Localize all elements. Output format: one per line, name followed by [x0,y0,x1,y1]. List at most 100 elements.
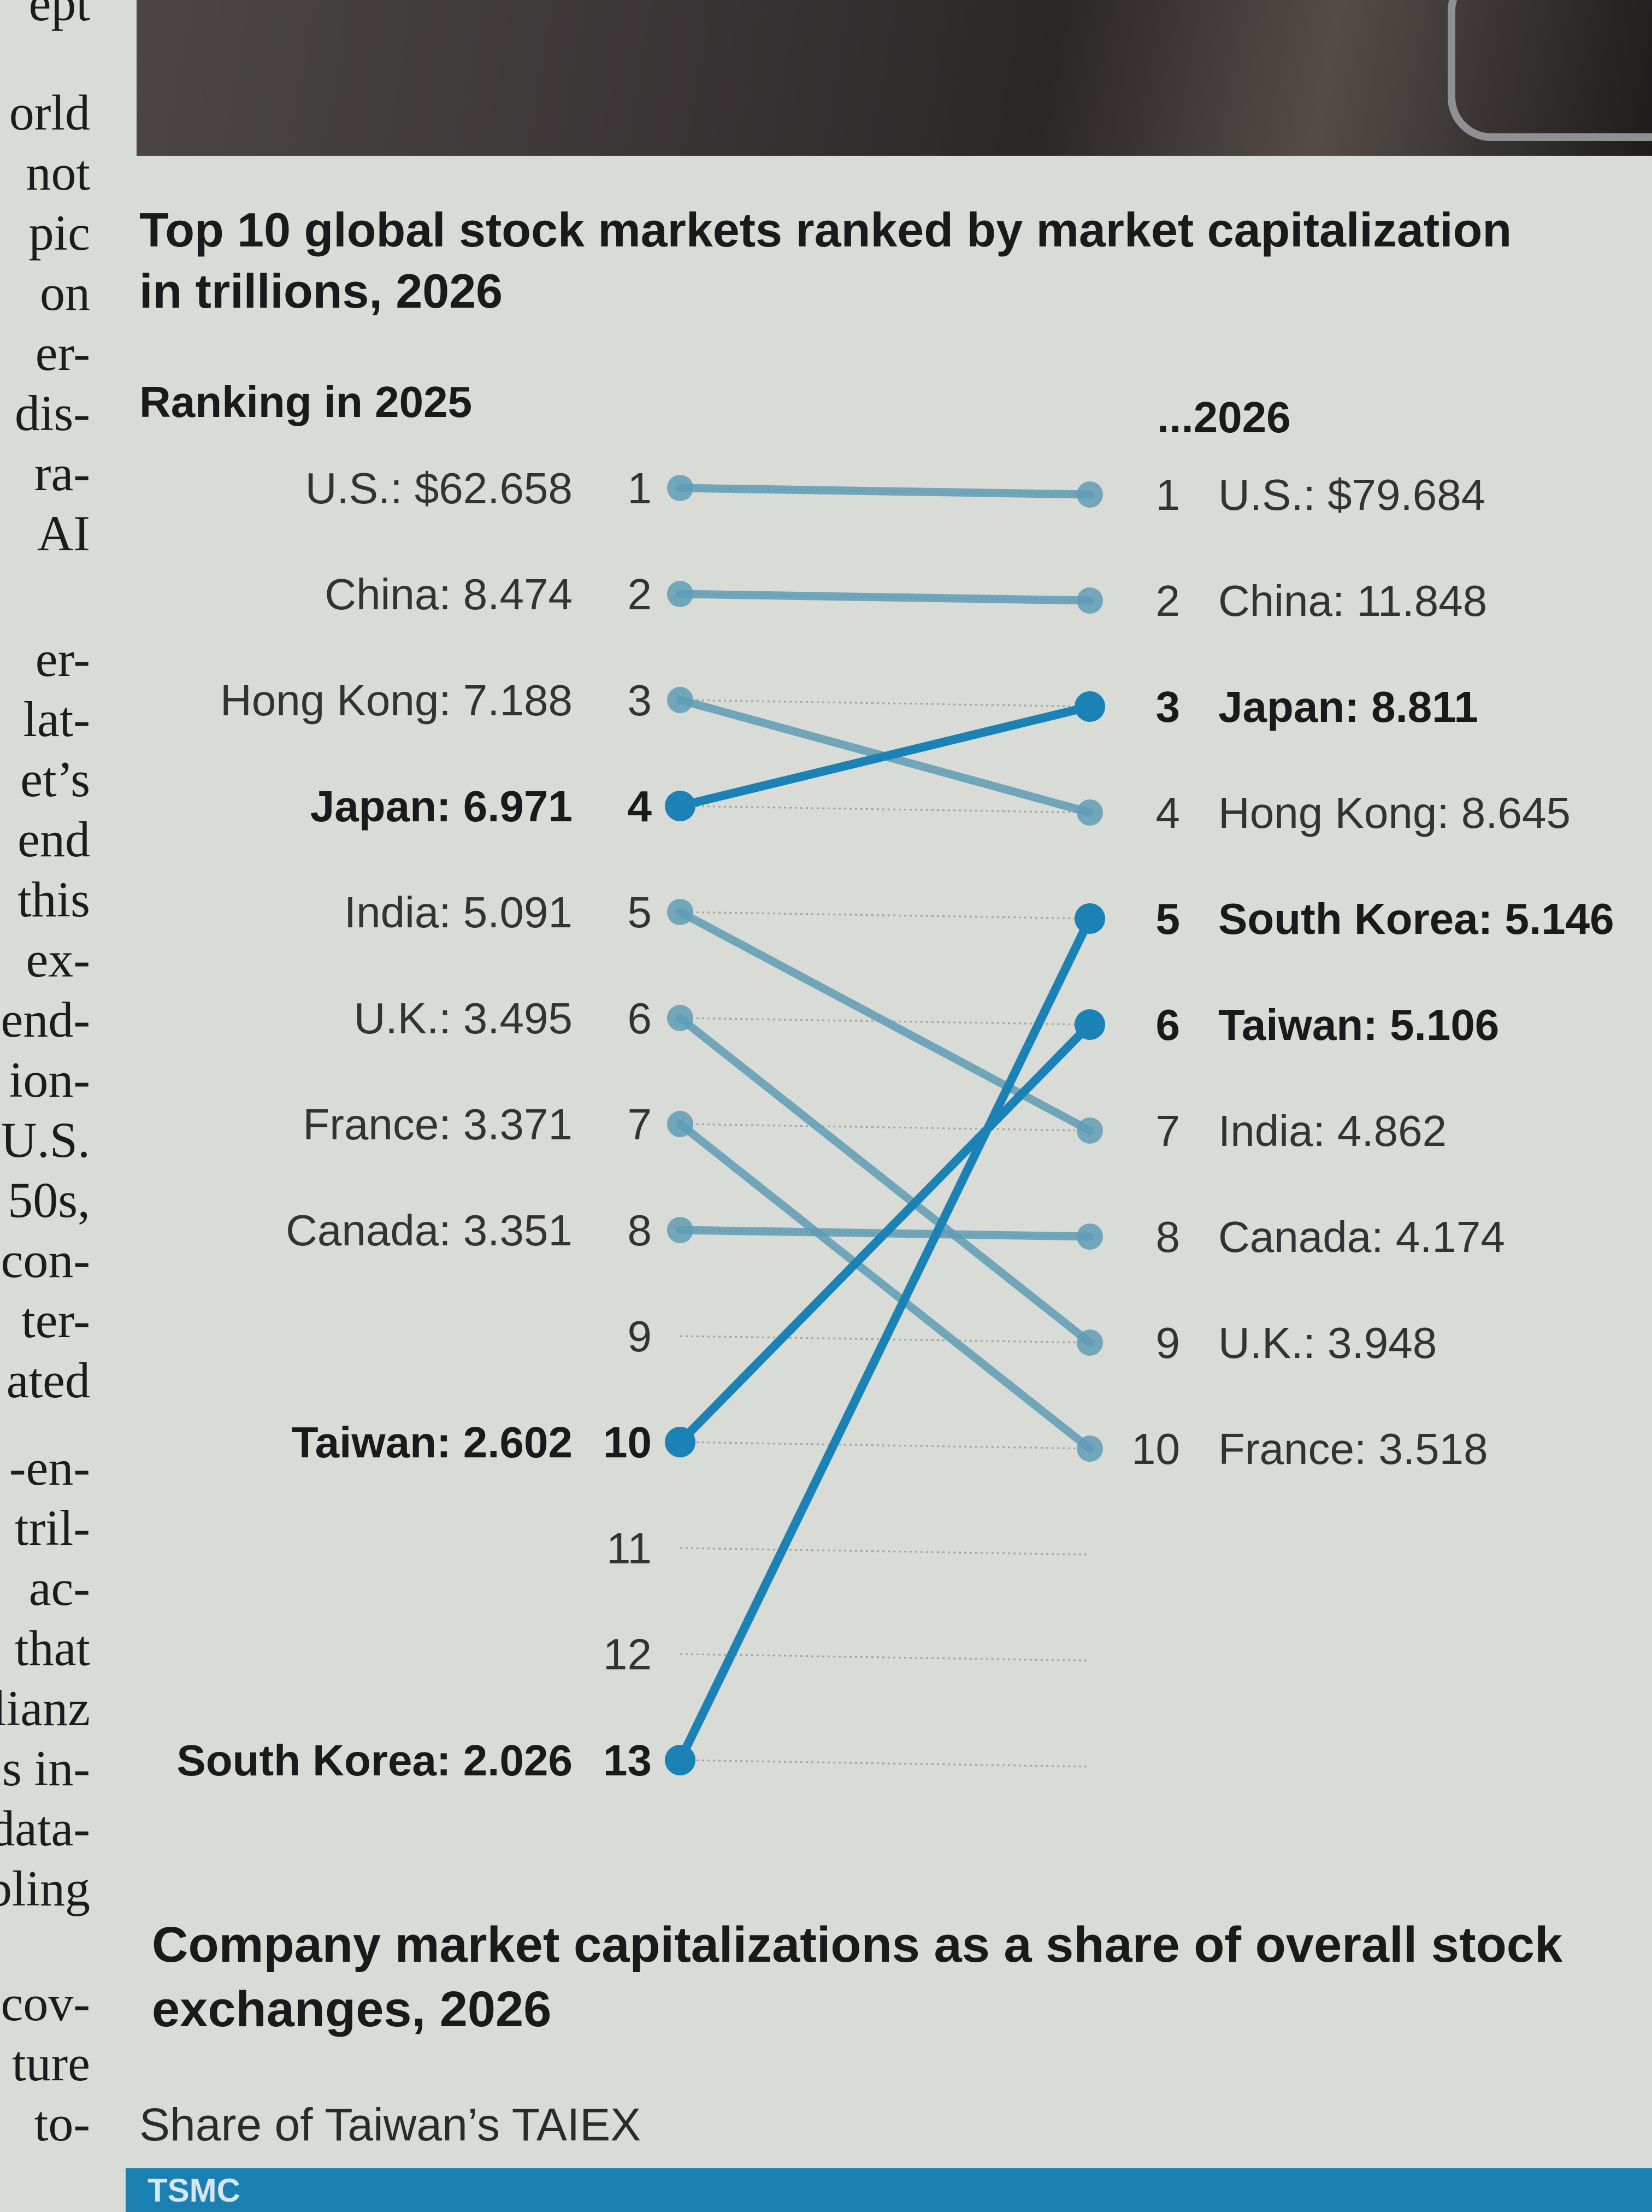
second-chart-title: Company market capitalizations as a shar… [152,1917,1563,2037]
article-text-line: ra- [34,445,90,501]
rank-label-2026: 1 [1156,470,1181,519]
rank-label-2026: 7 [1156,1107,1181,1155]
article-column-fragment: ept orld not pic on er-dis-ra- AI er-lat-et’s en… [0,0,104,2203]
label-2025: U.K.: 3.495 [354,994,573,1043]
rank-label-2025: 1 [628,464,652,513]
label-2026: U.K.: 3.948 [1218,1319,1437,1367]
label-2025: India: 5.091 [344,888,573,937]
rank-label-2025: 10 [603,1418,652,1467]
series-line-india [676,908,1094,1135]
article-text-line: orld [9,85,90,140]
article-text-line: ept [28,0,90,31]
label-2026: U.S.: $79.684 [1218,470,1485,519]
bar-label: TSMC [148,2172,240,2209]
point-2025 [667,1217,693,1243]
series-line-china [676,590,1094,605]
rank-guide-line [680,1441,1090,1450]
rank-label-2025: 13 [603,1736,652,1785]
rank-guide-line [680,1653,1090,1662]
point-2025 [667,1005,693,1031]
label-2025: South Korea: 2.026 [176,1736,573,1785]
article-text-line: on [40,265,90,321]
label-2025: Canada: 3.351 [286,1206,573,1255]
point-2025 [667,581,693,607]
rank-label-2026: 5 [1156,895,1181,943]
article-text-line: U.S. [1,1112,90,1168]
point-2025 [665,791,695,821]
label-2026: Taiwan: 5.106 [1218,1001,1499,1049]
article-text-line: con- [1,1232,90,1288]
rank-label-2026: 8 [1156,1213,1181,1261]
point-2026 [1077,1436,1103,1462]
article-text-line: to- [34,2096,90,2151]
rank-label-2025: 12 [603,1630,652,1679]
taiex-share-bar: TSMC [126,2168,1652,2212]
rank-guide-line [680,1759,1090,1768]
series-line-u-k- [676,1014,1094,1347]
rank-label-2025: 6 [628,994,652,1043]
photo-frame-shape [1448,0,1652,141]
label-2026: Japan: 8.811 [1218,683,1478,731]
article-text-line: ture [11,2035,90,2091]
rank-guide-line [680,699,1090,708]
point-2026 [1075,1009,1105,1040]
article-text-line: end- [1,992,90,1048]
label-2026: China: 11.848 [1218,576,1487,625]
series-line-south-korea [676,914,1094,1764]
article-text-line: bling [0,1861,90,1916]
article-text-line: s in- [2,1740,90,1796]
point-2025 [667,899,693,925]
article-text-line: et’s [20,751,90,807]
point-2025 [665,1745,695,1775]
rank-label-2026: 3 [1156,683,1181,731]
series-line-taiwan [676,1020,1094,1446]
rank-label-2026: 4 [1156,789,1181,837]
right-heading: ...2026 [1157,393,1291,442]
rank-label-2025: 5 [628,888,652,937]
series-line-u-s- [676,484,1094,499]
article-text-line: not [26,145,90,201]
article-text-line: tril- [15,1500,90,1556]
point-2025 [667,1111,693,1137]
rank-label-2026: 9 [1156,1319,1181,1367]
point-2025 [665,1427,695,1457]
article-text-line: 50s, [8,1172,90,1228]
rank-label-2025: 9 [628,1312,652,1361]
point-2026 [1077,481,1103,508]
label-2025: Japan: 6.971 [310,782,573,831]
point-2026 [1077,799,1103,826]
article-text-line: this [17,872,90,927]
point-2026 [1075,691,1105,722]
article-text-line: pic [28,205,90,261]
article-text-line: AI [37,505,90,561]
rank-guide-line [680,1123,1090,1132]
article-text-line: ated [6,1352,90,1408]
series-line-france [676,1120,1094,1453]
rank-label-2025: 3 [628,676,652,725]
article-text-line: that [15,1620,90,1676]
rank-guide-line [680,911,1090,920]
header-photo [137,0,1652,156]
rank-label-2026: 6 [1156,1001,1181,1049]
article-text-line: ac- [28,1560,90,1616]
article-text-line: ion- [9,1052,90,1108]
rank-label-2025: 4 [628,782,652,831]
article-text-line: lianz [0,1680,90,1736]
article-text-line: er- [35,325,90,381]
article-text-line: ex- [26,932,90,987]
series-line-japan [676,702,1094,810]
label-2026: Canada: 4.174 [1218,1213,1505,1261]
label-2026: France: 3.518 [1218,1425,1488,1473]
label-2025: U.S.: $62.658 [305,464,573,513]
left-heading: Ranking in 2025 [139,378,473,426]
point-2026 [1075,903,1105,934]
article-text-line: lat- [23,691,90,747]
point-2026 [1077,587,1103,614]
article-text-line: end [17,811,90,867]
point-2026 [1077,1329,1103,1356]
article-text-line: er- [35,631,90,687]
label-2026: India: 4.862 [1218,1107,1447,1155]
second-chart-subtitle: Share of Taiwan’s TAIEX [139,2099,641,2150]
label-2026: Hong Kong: 8.645 [1218,789,1571,837]
rank-label-2025: 7 [628,1100,652,1149]
